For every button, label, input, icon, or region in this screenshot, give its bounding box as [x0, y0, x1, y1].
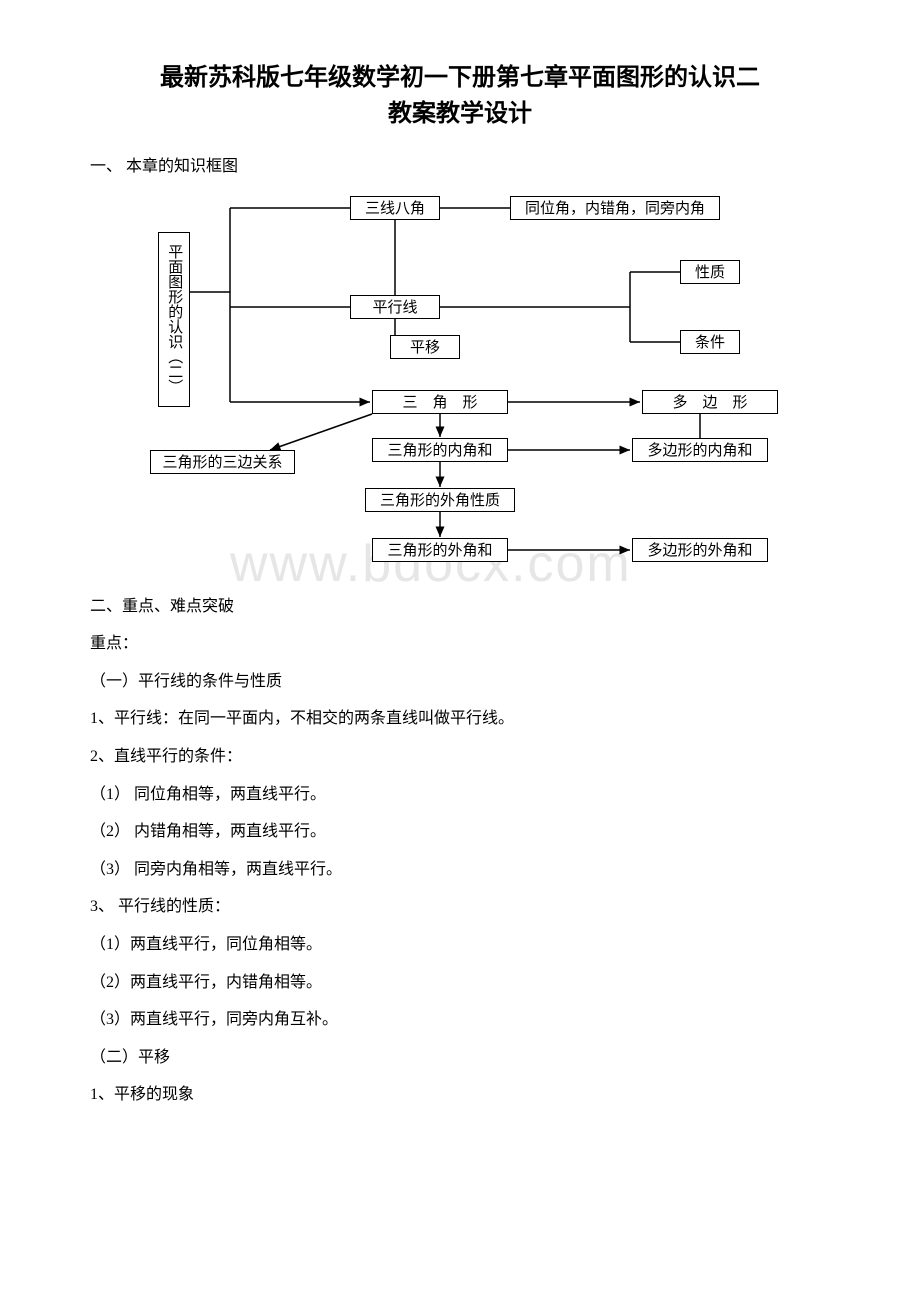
zhongdian-heading: 重点： — [90, 627, 830, 661]
knowledge-diagram: www.bdocx.com — [150, 192, 790, 582]
title-line-1: 最新苏科版七年级数学初一下册第七章平面图形的认识二 — [160, 64, 760, 91]
para-2: 2、直线平行的条件： — [90, 740, 830, 774]
sub-heading-1: （一）平行线的条件与性质 — [90, 665, 830, 699]
node-duobianxing: 多 边 形 — [642, 390, 778, 414]
para-3-3: （3）两直线平行，同旁内角互补。 — [90, 1003, 830, 1037]
node-dbx-waijiaohe: 多边形的外角和 — [632, 538, 768, 562]
para-3: 3、 平行线的性质： — [90, 890, 830, 924]
para-2-1: （1） 同位角相等，两直线平行。 — [90, 778, 830, 812]
node-tiaojian: 条件 — [680, 330, 740, 354]
diagram-connectors — [150, 192, 790, 582]
node-sanbian: 三角形的三边关系 — [150, 450, 295, 474]
section-2-heading: 二、重点、难点突破 — [90, 590, 830, 624]
node-waijiao-xingzhi: 三角形的外角性质 — [365, 488, 515, 512]
para-3-2: （2）两直线平行，内错角相等。 — [90, 966, 830, 1000]
node-xingzhi: 性质 — [680, 260, 740, 284]
node-pingxingxian: 平行线 — [350, 295, 440, 319]
sub-heading-2: （二）平移 — [90, 1041, 830, 1075]
para-2-3: （3） 同旁内角相等，两直线平行。 — [90, 853, 830, 887]
node-sanjiaoxing: 三 角 形 — [372, 390, 508, 414]
node-sanxian: 三线八角 — [350, 196, 440, 220]
node-pingyi: 平移 — [390, 335, 460, 359]
node-tongwei: 同位角，内错角，同旁内角 — [510, 196, 720, 220]
node-sjx-neijiaohe: 三角形的内角和 — [372, 438, 508, 462]
title-line-2: 教案教学设计 — [388, 100, 532, 127]
para-4: 1、平移的现象 — [90, 1078, 830, 1112]
node-dbx-neijiaohe: 多边形的内角和 — [632, 438, 768, 462]
para-1: 1、平行线：在同一平面内，不相交的两条直线叫做平行线。 — [90, 702, 830, 736]
para-2-2: （2） 内错角相等，两直线平行。 — [90, 815, 830, 849]
section-1-heading: 一、 本章的知识框图 — [90, 150, 830, 184]
para-3-1: （1）两直线平行，同位角相等。 — [90, 928, 830, 962]
node-sjx-waijiaohe: 三角形的外角和 — [372, 538, 508, 562]
node-root: 平面图形的认识（二） — [158, 232, 190, 407]
